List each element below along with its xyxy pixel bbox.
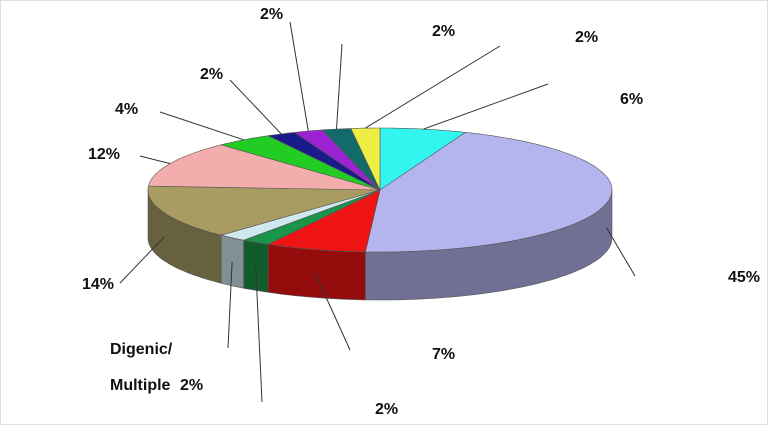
value-label: 2% (575, 29, 598, 46)
pie-slice (220, 135, 381, 191)
value-label: 4% (115, 101, 138, 118)
value-label: 14% (82, 276, 114, 293)
value-label: 45% (728, 269, 760, 286)
leader-line (289, 21, 309, 132)
value-label: 2% (180, 377, 203, 394)
pie-tops (147, 127, 613, 253)
pie-wall (220, 234, 244, 289)
leader-line (227, 261, 233, 349)
leader-line (255, 266, 263, 403)
labels: 6% 45% 7% 2% Digenic/Multiple 2% 14% 12% 4% 2% 2% 2… (82, 6, 760, 418)
pie-slice (267, 189, 381, 253)
leader-line (139, 155, 171, 165)
leader-line (365, 45, 501, 129)
value-label: 12% (88, 146, 120, 163)
value-label: 2% (375, 401, 398, 418)
pie-slice (220, 189, 381, 241)
pie-wall (267, 243, 366, 301)
leader-line (336, 43, 343, 130)
value-label: 7% (432, 346, 455, 363)
leader-line (314, 273, 351, 351)
value-label: 2% (260, 6, 283, 23)
category-label: Digenic/Multiple (110, 341, 173, 394)
pie-slice (365, 132, 613, 253)
value-label: 2% (200, 66, 223, 83)
value-label: 2% (432, 23, 455, 40)
value-label: 6% (620, 91, 643, 108)
leader-line (605, 227, 636, 277)
leader-line (229, 79, 282, 135)
pie-wall (243, 239, 269, 293)
leader-line (119, 236, 165, 284)
pie-slice (147, 185, 381, 236)
pie-slice (242, 189, 381, 245)
leader-line (423, 83, 549, 130)
leader-line (159, 111, 244, 141)
